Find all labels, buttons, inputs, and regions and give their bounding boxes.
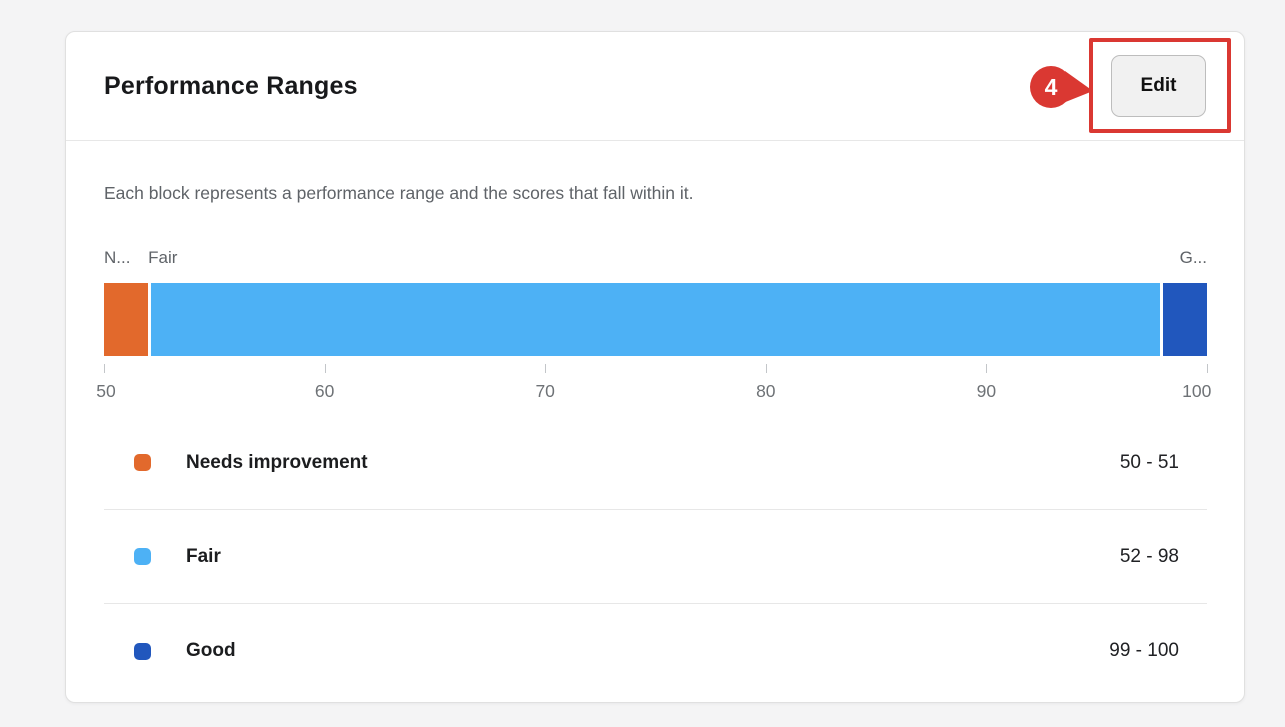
axis-tick-label: 70 [535,381,555,401]
legend-range-value: 52 - 98 [1119,545,1179,567]
axis-tick-label: 50 [96,381,116,401]
axis-tick-label: 90 [976,381,997,401]
axis-tick-label: 100 [1182,381,1212,401]
bar-label-needs-improvement: N... [104,248,131,267]
axis-tick [765,364,767,373]
axis-tick-label: 80 [756,381,776,401]
card-header: Performance Ranges Edit [66,32,1244,141]
legend-label: Needs improvement [186,451,368,473]
axis-tick [104,364,105,373]
legend-swatch-fair [134,548,151,565]
edit-button[interactable]: Edit [1111,55,1206,117]
axis-tick [324,364,326,373]
legend-row-fair: Fair 52 - 98 [104,510,1207,604]
axis-tick [545,364,547,373]
legend-range-value: 50 - 51 [1119,451,1179,473]
legend-label: Fair [186,545,221,567]
bar-segment-good [1163,283,1207,356]
legend-swatch-needs-improvement [134,454,151,471]
performance-ranges-card: Performance Ranges Edit Each block repre… [65,31,1245,703]
axis-tick-label: 60 [314,381,335,401]
chart-description: Each block represents a performance rang… [104,183,694,203]
legend-label: Good [186,640,236,661]
legend-row-good: Good 99 - 100 [104,604,1207,698]
axis-tick [986,364,988,373]
axis-tick [1207,364,1208,373]
legend-swatch-good [134,642,151,660]
range-bar [104,283,1207,356]
legend-range-value: 99 - 100 [1109,640,1179,661]
bar-segment-fair [150,283,1161,356]
score-axis: 50 60 70 80 90 100 [96,360,1211,408]
bar-segment-labels: N... Fair G... [104,248,1207,270]
bar-label-good: G... [1179,248,1207,267]
bar-segment-needs-improvement [104,283,148,356]
bar-label-fair: Fair [148,248,178,267]
card-title: Performance Ranges [104,71,358,100]
legend-row-needs-improvement: Needs improvement 50 - 51 [104,416,1207,510]
range-legend: Needs improvement 50 - 51 Fair 52 - 98 Good 9… [104,416,1207,698]
